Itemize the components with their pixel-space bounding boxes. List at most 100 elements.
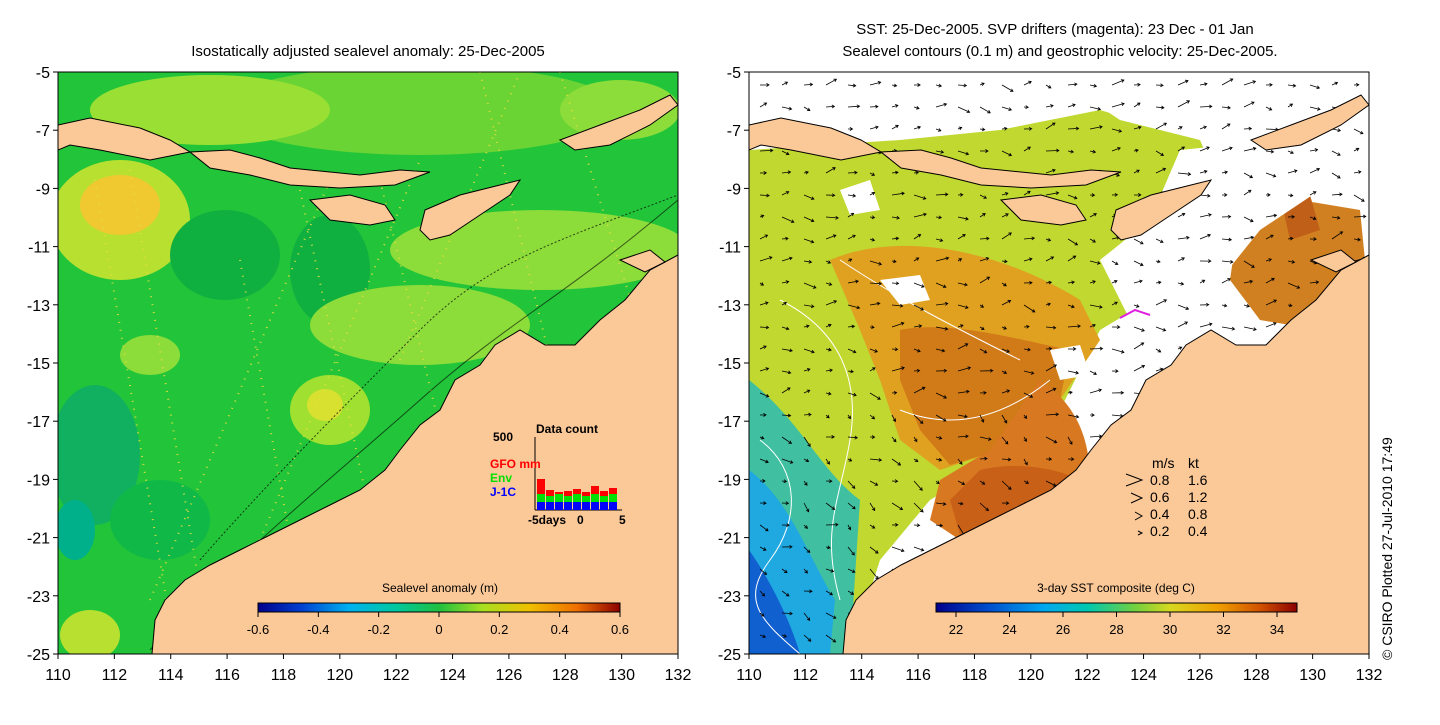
velocity-arrow (1177, 146, 1186, 152)
velocity-arrow (759, 524, 769, 532)
velocity-arrow (825, 458, 830, 465)
velocity-arrow (1023, 105, 1029, 110)
velocity-arrow (825, 347, 832, 352)
velocity-arrow (869, 325, 875, 330)
velocity-arrow (979, 82, 985, 86)
velocity-arrow (759, 282, 765, 286)
velocity-arrow (1243, 146, 1257, 152)
velocity-arrow (1155, 83, 1164, 88)
velocity-arrow (891, 303, 904, 308)
velocity-arrow (1089, 324, 1096, 328)
velocity-key-header-ms: m/s (1152, 455, 1175, 471)
velocity-arrow (979, 348, 988, 354)
velocity-arrow (1133, 82, 1141, 87)
velocity-arrow (781, 348, 793, 353)
velocity-arrow (847, 258, 853, 262)
velocity-arrow (781, 326, 790, 331)
velocity-arrow (781, 150, 790, 156)
velocity-arrow (1001, 213, 1009, 218)
inset-legend-j1c: J-1C (490, 485, 516, 499)
x-tick-label: 128 (1243, 667, 1270, 684)
velocity-key-kt-1: 1.2 (1188, 489, 1208, 505)
velocity-arrow (1265, 193, 1271, 197)
velocity-arrow (1023, 146, 1031, 152)
velocity-arrow (1023, 304, 1036, 313)
velocity-arrow (847, 502, 856, 510)
velocity-arrow (803, 502, 810, 513)
velocity-arrow (1111, 301, 1118, 306)
velocity-arrow (1045, 457, 1053, 461)
velocity-arrow (759, 102, 768, 108)
velocity-arrow (803, 458, 810, 462)
velocity-arrow (1155, 238, 1164, 243)
velocity-arrow (891, 104, 899, 108)
velocity-arrow (1111, 128, 1123, 133)
velocity-arrow (759, 546, 767, 551)
x-tick-label: 130 (608, 667, 635, 684)
velocity-arrow (957, 343, 969, 350)
velocity-arrow (1089, 84, 1098, 88)
velocity-arrow (1067, 304, 1075, 309)
right-colorbar-label: 3-day SST composite (deg C) (1037, 581, 1195, 595)
velocity-arrow (759, 83, 770, 87)
velocity-arrow (759, 590, 766, 597)
velocity-arrow (1243, 260, 1255, 268)
velocity-arrow (891, 347, 899, 352)
velocity-arrow (957, 216, 969, 221)
velocity-arrow (979, 390, 987, 395)
velocity-key-ms-3: 0.2 (1150, 523, 1170, 539)
velocity-arrow (1265, 234, 1274, 240)
velocity-arrow (1309, 191, 1317, 196)
velocity-arrow (1309, 106, 1321, 111)
velocity-arrow (759, 214, 765, 219)
velocity-arrow (1221, 193, 1228, 197)
x-tick-label: 116 (214, 667, 240, 684)
velocity-arrow (847, 369, 854, 374)
velocity-arrow (869, 281, 883, 286)
velocity-arrow (1265, 258, 1273, 262)
right-x-axis: 110 112 114 116 118 120 122 124 126 128 130 132 (736, 654, 1382, 684)
colorbar-tick-label: -0.2 (367, 622, 389, 637)
velocity-arrow (1023, 236, 1036, 241)
velocity-arrow (935, 436, 943, 440)
velocity-arrow (825, 590, 834, 596)
velocity-arrow (759, 612, 765, 617)
colorbar-tick-label: -0.6 (247, 622, 269, 637)
velocity-arrow (891, 236, 900, 241)
velocity-arrow (1243, 279, 1254, 284)
velocity-arrow (1023, 414, 1028, 420)
velocity-arrow (979, 480, 986, 485)
velocity-arrow (913, 234, 922, 240)
velocity-arrow (979, 276, 991, 284)
velocity-arrow (847, 170, 858, 175)
velocity-arrow (1353, 128, 1364, 135)
velocity-arrow (759, 458, 769, 464)
velocity-arrow (913, 414, 924, 424)
velocity-arrow (759, 413, 767, 417)
velocity-arrow (1221, 326, 1236, 331)
velocity-arrow (847, 524, 852, 531)
velocity-arrow (1111, 390, 1125, 395)
velocity-arrow (825, 391, 832, 396)
left-x-axis: 110 112 114 116 118 120 122 124 126 128 130 132 (45, 654, 691, 684)
velocity-arrow (1331, 231, 1344, 240)
colorbar-tick-label: 28 (1109, 622, 1123, 637)
sealevel-anomaly-map (58, 72, 678, 654)
velocity-arrow (1133, 193, 1142, 197)
velocity-arrow (1023, 126, 1033, 131)
velocity-arrow (803, 612, 811, 622)
velocity-arrow (913, 502, 924, 513)
velocity-arrow (1111, 325, 1121, 329)
velocity-arrow (1155, 348, 1162, 353)
australia-land-right (842, 254, 1369, 654)
y-tick-label: -9 (727, 181, 741, 198)
right-colorbar-ticks: 22 24 26 28 30 32 34 (949, 612, 1284, 637)
velocity-arrow (869, 546, 879, 554)
y-tick-label: -11 (719, 240, 741, 257)
x-tick-label: 116 (905, 667, 931, 684)
velocity-arrow (781, 501, 790, 506)
velocity-arrow (1023, 458, 1028, 466)
velocity-arrow (935, 102, 948, 108)
velocity-arrow (759, 634, 767, 638)
velocity-arrow (1177, 321, 1189, 328)
